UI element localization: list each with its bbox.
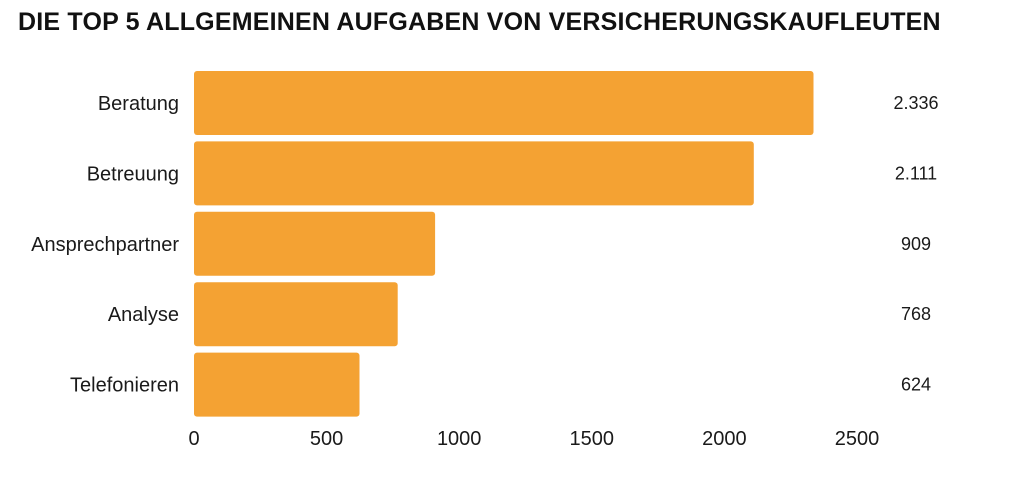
value-label: 2.111 — [895, 163, 937, 183]
x-tick-label: 1500 — [570, 428, 615, 450]
value-labels-group: 2.336 2.111 909 768 624 — [893, 93, 938, 395]
value-label: 624 — [901, 375, 931, 395]
bar-telefonieren — [194, 352, 360, 417]
category-label: Beratung — [98, 93, 179, 115]
x-tick-label: 500 — [310, 428, 343, 450]
bar-betreuung — [194, 141, 754, 206]
category-label: Betreuung — [87, 163, 179, 185]
category-labels-group: Beratung Betreuung Ansprechpartner Analyse T… — [31, 93, 179, 397]
x-tick-label: 2500 — [835, 428, 880, 450]
x-tick-label: 0 — [188, 428, 199, 450]
x-tick-label: 1000 — [437, 428, 482, 450]
x-axis-ticks-group: 0 500 1000 1500 2000 2500 — [188, 428, 879, 450]
category-label: Ansprechpartner — [31, 234, 179, 256]
chart-title: DIE TOP 5 ALLGEMEINEN AUFGABEN VON VERSI… — [18, 8, 941, 36]
value-label: 909 — [901, 234, 931, 254]
category-label: Telefonieren — [70, 375, 179, 397]
category-label: Analyse — [108, 304, 179, 326]
x-tick-label: 2000 — [702, 428, 747, 450]
bar-analyse — [194, 282, 398, 347]
bar-ansprechpartner — [194, 211, 436, 276]
bars-group — [194, 71, 814, 417]
bar-beratung — [194, 71, 814, 135]
value-label: 2.336 — [893, 93, 938, 113]
value-label: 768 — [901, 304, 931, 324]
